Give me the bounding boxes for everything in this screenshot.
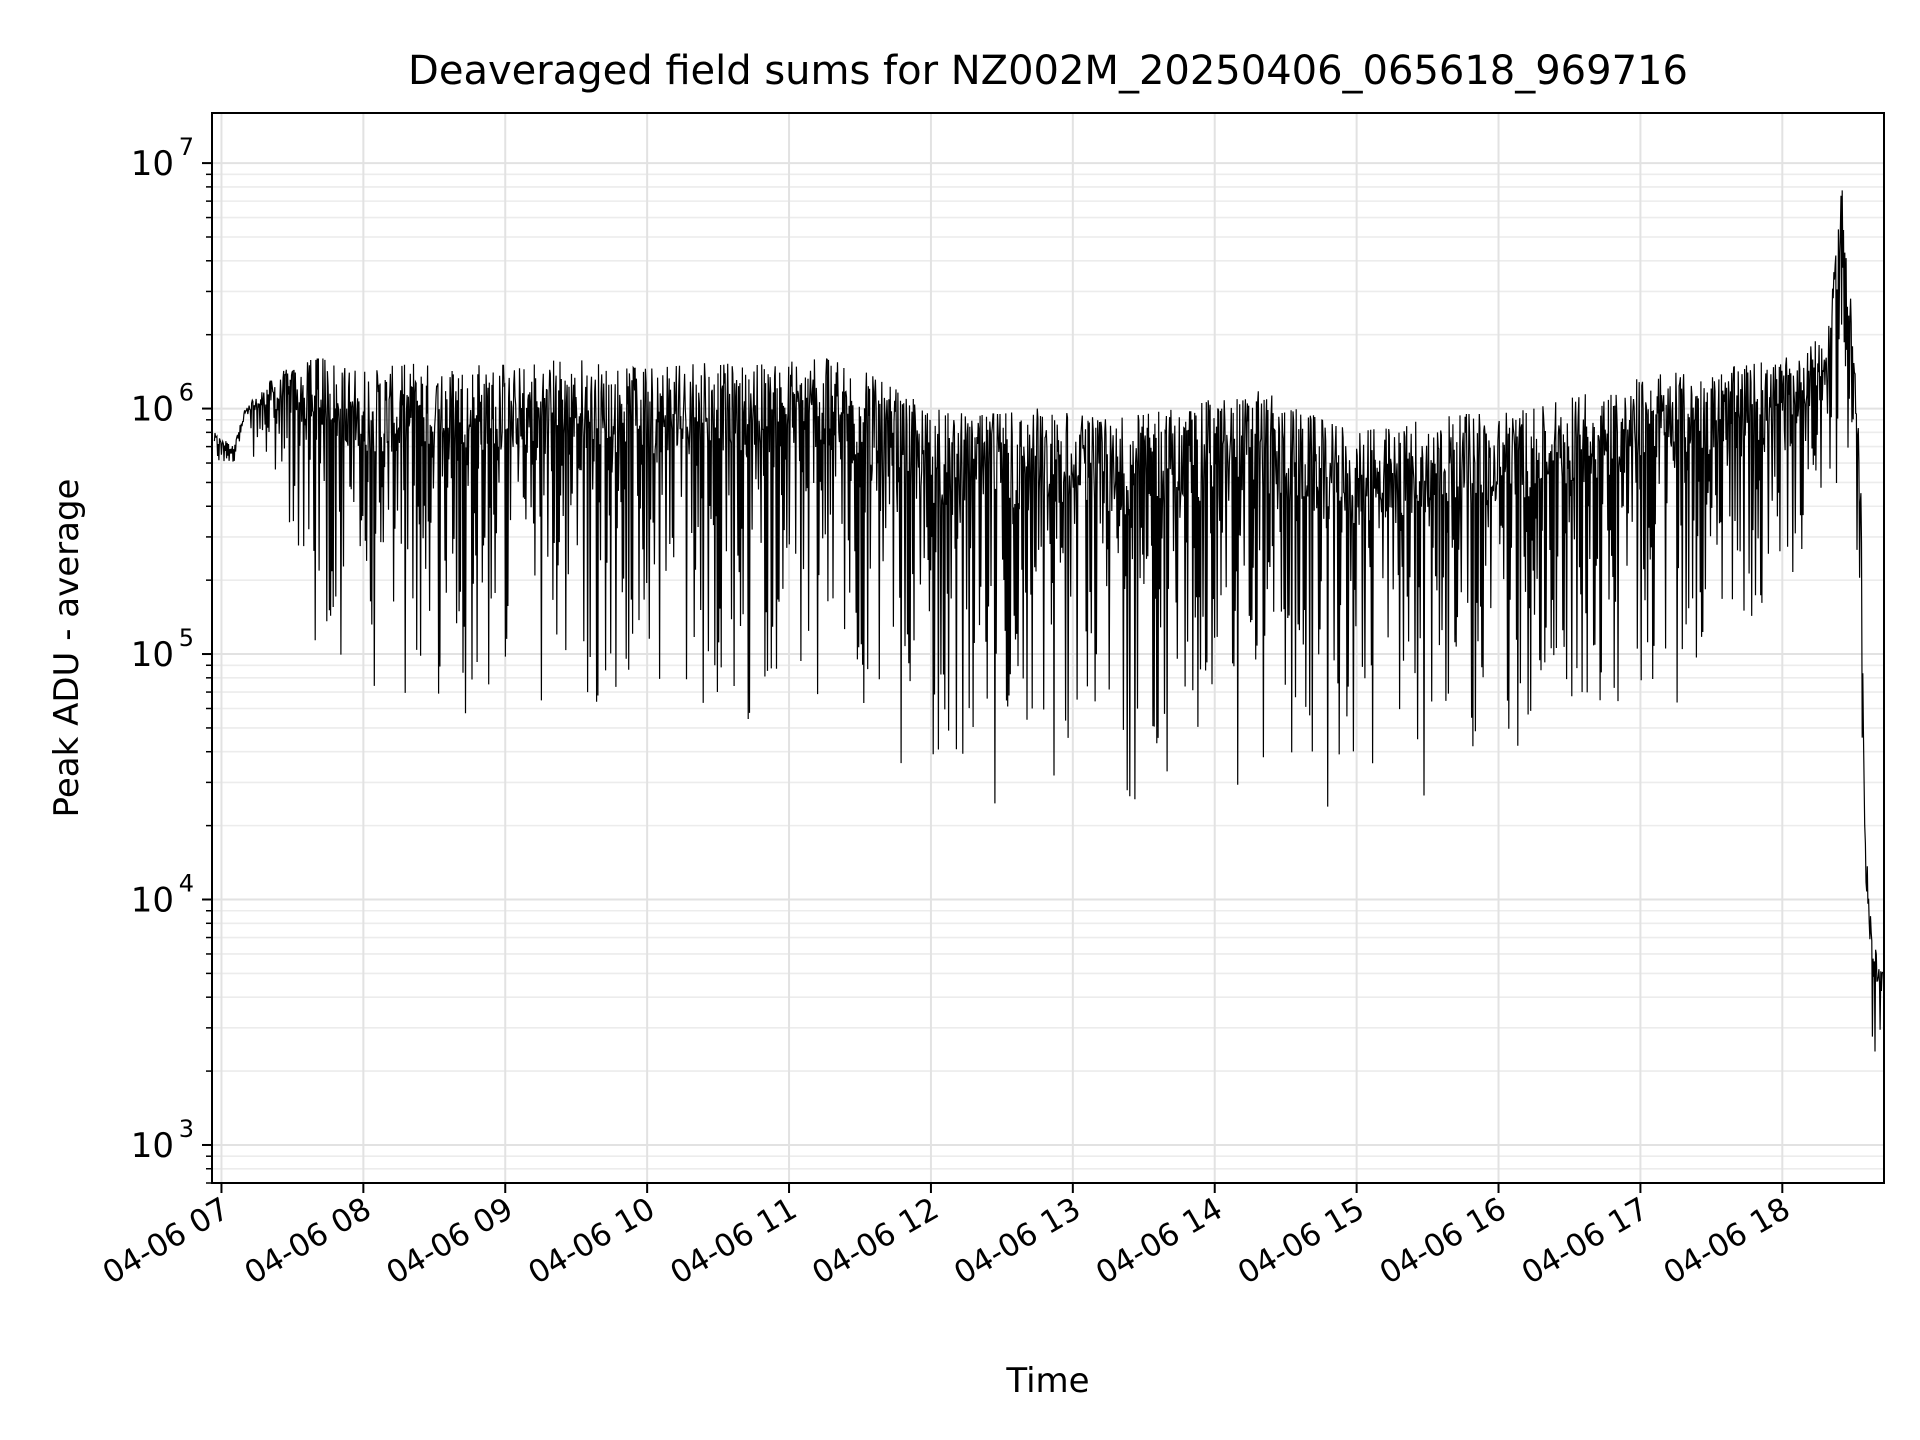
y-tick-exponent: 6 xyxy=(179,379,194,407)
major-gridlines xyxy=(212,113,1884,1183)
x-axis-label: Time xyxy=(1005,1361,1089,1401)
y-tick-exponent: 5 xyxy=(179,624,194,652)
y-tick-label: 10 xyxy=(131,881,174,921)
series-line xyxy=(213,190,1885,1052)
y-tick-label: 10 xyxy=(131,635,174,675)
y-tick-label: 10 xyxy=(131,144,174,184)
chart-title: Deaveraged field sums for NZ002M_2025040… xyxy=(408,48,1688,94)
y-tick-exponent: 4 xyxy=(179,870,194,898)
y-tick-exponent: 3 xyxy=(179,1115,194,1143)
y-tick-label: 10 xyxy=(131,390,174,430)
y-tick-label: 10 xyxy=(131,1126,174,1166)
series-path xyxy=(213,190,1885,1052)
y-axis-label: Peak ADU - average xyxy=(47,479,87,818)
y-tick-exponent: 7 xyxy=(179,133,194,161)
plot-frame xyxy=(211,112,1885,1184)
